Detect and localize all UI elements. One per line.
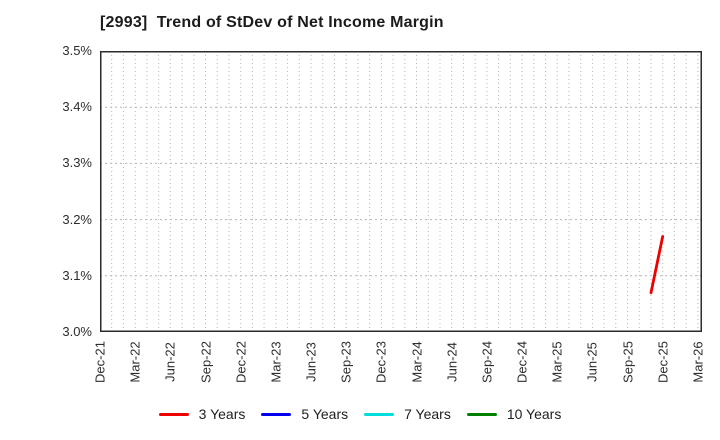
y-tick-label: 3.4%: [62, 99, 92, 115]
x-tick-label-text: Sep-25: [620, 341, 636, 383]
x-tick-label: Mar-24: [407, 337, 427, 387]
x-tick-label: Jun-22: [160, 337, 180, 387]
x-tick-label-text: Sep-24: [479, 341, 495, 383]
x-tick-label: Dec-25: [653, 337, 673, 387]
legend-line-icon-3-years: [158, 412, 189, 416]
legend-item-10-years: 10 Years: [466, 406, 562, 422]
y-tick-label: 3.3%: [62, 155, 92, 171]
x-tick-label-text: Sep-23: [338, 341, 354, 383]
legend-item-3-years: 3 Years: [158, 406, 246, 422]
x-tick-label-text: Mar-26: [690, 341, 706, 383]
x-tick-label-text: Dec-22: [233, 341, 249, 383]
x-tick-label: Mar-25: [547, 337, 567, 387]
x-tick-label-text: Dec-23: [373, 341, 389, 383]
x-tick-label-text: Mar-24: [409, 341, 425, 383]
series-line-3-years: [649, 235, 665, 295]
x-tick-label-text: Sep-22: [198, 341, 213, 383]
legend-label: 10 Years: [506, 406, 562, 422]
y-tick-label: 3.5%: [62, 43, 92, 58]
y-tick-label: 3.0%: [62, 324, 92, 339]
x-tick-label: Sep-22: [196, 337, 216, 387]
legend-line-icon-10-years: [466, 412, 497, 416]
legend: 3 Years 5 Years 7 Years 10 Years: [0, 406, 720, 422]
legend-item-5-years: 5 Years: [261, 406, 348, 422]
x-tick-label: Mar-22: [125, 337, 145, 387]
x-tick-label-text: Mar-22: [127, 341, 143, 383]
x-tick-label-text: Jun-24: [444, 342, 460, 382]
legend-label: 3 Years: [198, 406, 246, 422]
x-tick-label: Dec-21: [90, 337, 110, 387]
x-tick-label-text: Jun-22: [162, 342, 178, 382]
x-tick-label: Dec-22: [231, 337, 251, 387]
x-tick-label-text: Mar-25: [549, 341, 565, 383]
legend-line-icon-5-years: [261, 412, 292, 416]
x-tick-label-text: Dec-24: [514, 341, 530, 383]
y-tick-label: 3.2%: [62, 211, 92, 227]
vertical-gridlines: [111, 51, 699, 332]
legend-label: 7 Years: [404, 406, 451, 422]
x-tick-label-text: Mar-23: [268, 341, 284, 383]
x-tick-label: Sep-25: [618, 337, 638, 387]
x-tick-label: Jun-23: [301, 337, 321, 387]
plot-border: [100, 51, 702, 332]
legend-line-icon-7-years: [364, 412, 395, 416]
x-tick-label: Dec-24: [512, 337, 532, 387]
plot-canvas: [100, 51, 702, 332]
x-tick-label: Jun-24: [442, 337, 462, 387]
x-tick-label: Mar-26: [688, 337, 708, 387]
plot-area: [100, 51, 702, 332]
x-tick-label-text: Jun-23: [303, 342, 319, 382]
x-tick-label: Dec-23: [371, 337, 391, 387]
x-tick-label-text: Jun-25: [584, 342, 600, 382]
x-tick-label: Sep-24: [477, 337, 497, 387]
x-tick-label: Jun-25: [582, 337, 602, 387]
legend-label: 5 Years: [301, 406, 349, 422]
x-tick-label-text: Dec-21: [92, 341, 108, 383]
legend-item-7-years: 7 Years: [364, 406, 451, 422]
x-tick-label-text: Dec-25: [655, 341, 671, 383]
chart-title: [2993] Trend of StDev of Net Income Marg…: [100, 14, 444, 31]
y-tick-label: 3.1%: [62, 267, 92, 283]
x-tick-label: Mar-23: [266, 337, 286, 387]
x-tick-label: Sep-23: [336, 337, 356, 387]
horizontal-gridlines: [100, 106, 702, 277]
